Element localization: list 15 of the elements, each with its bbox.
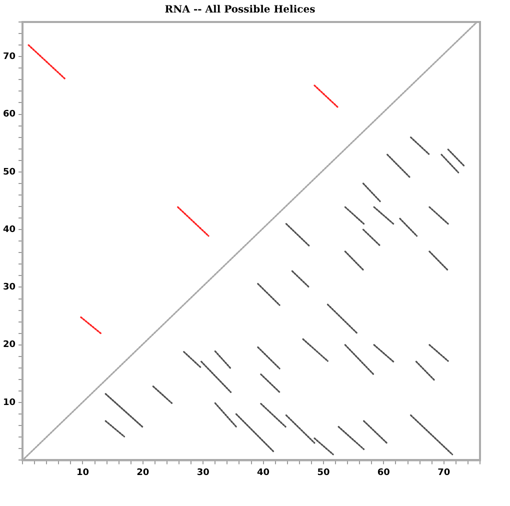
y-tick-label: 30 xyxy=(2,282,16,293)
y-tick-label: 10 xyxy=(2,398,16,408)
y-tick-label: 50 xyxy=(2,167,16,178)
y-tick-label: 40 xyxy=(2,224,16,235)
x-tick-label: 60 xyxy=(377,468,390,478)
x-tick-label: 50 xyxy=(317,468,330,478)
x-tick-label: 30 xyxy=(196,468,210,478)
x-tick-label: 70 xyxy=(438,468,450,478)
y-tick-label: 20 xyxy=(2,340,16,350)
x-tick-label: 10 xyxy=(76,468,89,478)
y-tick-label: 60 xyxy=(2,110,16,120)
y-tick-label: 70 xyxy=(2,52,16,62)
x-tick-label: 40 xyxy=(257,468,270,478)
x-tick-label: 20 xyxy=(136,468,150,478)
chart-title: RNA -- All Possible Helices xyxy=(164,4,316,16)
